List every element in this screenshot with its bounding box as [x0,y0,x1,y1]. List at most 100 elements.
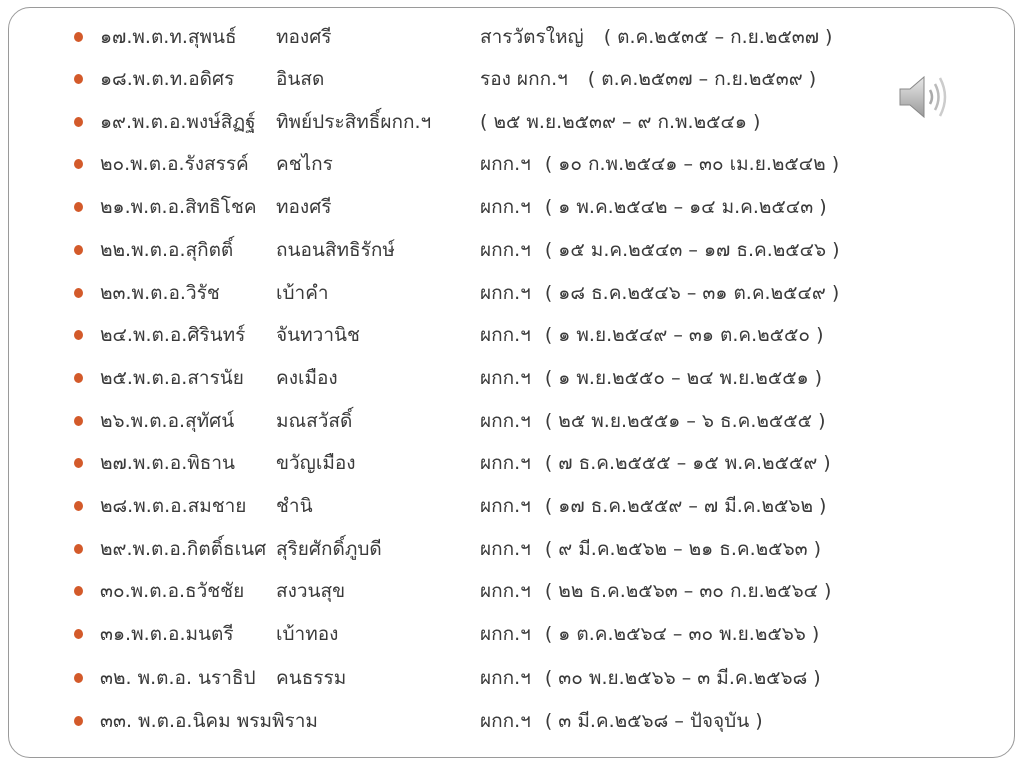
position-term: ผกก.ฯ ( ๑ พ.ค.๒๕๔๒ – ๑๔ ม.ค.๒๕๔๓ ) [480,192,827,222]
position-term: ผกก.ฯ ( ๙ มี.ค.๒๕๖๒ – ๒๑ ธ.ค.๒๕๖๓ ) [480,534,821,564]
commander-surname: สงวนสุข [276,580,346,602]
bullet-icon [74,544,83,554]
term-dates: ( ๑ พ.ค.๒๕๔๒ – ๑๔ ม.ค.๒๕๔๓ ) [544,196,827,218]
term-dates: ( ๙ มี.ค.๒๕๖๒ – ๒๑ ธ.ค.๒๕๖๓ ) [544,538,822,560]
list-item: ๒๐.พ.ต.อ.รังสรรค์ คชไกร ผกก.ฯ ( ๑๐ ก.พ.๒๕๔๑… [70,149,870,179]
commander-name: ๒๐.พ.ต.อ.รังสรรค์ [100,153,249,175]
commander-name: ๑๙.พ.ต.อ.พงษ์สิฏฐ์ [100,111,256,133]
position-term: ผกก.ฯ ( ๑ พ.ย.๒๕๕๐ – ๒๔ พ.ย.๒๕๕๑ ) [480,363,822,393]
commander-name: ๑๗.พ.ต.ท.สุพนธ์ [100,26,237,48]
commander-surname: ชำนิ [276,495,313,517]
commander-surname: คนธรรม [276,667,347,689]
position-term: สารวัตรใหญ่ ( ต.ค.๒๕๓๕ – ก.ย.๒๕๓๗ ) [480,22,832,52]
term-dates: ( ๑๐ ก.พ.๒๕๔๑ – ๓๐ เม.ย.๒๕๔๒ ) [544,153,840,175]
position: รอง ผกก.ฯ [480,68,568,90]
bullet-icon [74,416,83,426]
position-term: ผกก.ฯ ( ๑๗ ธ.ค.๒๕๕๙ – ๗ มี.ค.๒๕๖๒ ) [480,491,826,521]
list-item: ๑๘.พ.ต.ท.อดิศร อินสด รอง ผกก.ฯ ( ต.ค.๒๕๓๗ –… [70,64,870,94]
speaker-audio-icon[interactable] [896,72,952,122]
list-item: ๑๗.พ.ต.ท.สุพนธ์ ทองศรี สารวัตรใหญ่ ( ต.ค.๒๕… [70,22,870,52]
commander-name: ๓๒. พ.ต.อ. นราธิป [100,667,256,689]
bullet-icon [74,458,83,468]
term-dates: ( ๒๕ พ.ย.๒๕๓๙ – ๙ ก.พ.๒๕๔๑ ) [480,111,761,133]
position: ผกก.ฯ [480,282,531,304]
position: ผกก.ฯ [480,580,531,602]
bullet-icon [74,330,83,340]
position-term: รอง ผกก.ฯ ( ต.ค.๒๕๓๗ – ก.ย.๒๕๓๙ ) [480,64,816,94]
bullet-icon [74,74,83,84]
term-dates: ( ๑๘ ธ.ค.๒๕๔๖ – ๓๑ ต.ค.๒๕๔๙ ) [544,282,840,304]
commander-surname: เบ้าคำ [276,282,329,304]
position: ผกก.ฯ [480,153,531,175]
commander-surname: ทิพย์ประสิทธิ์ผกก.ฯ [276,111,432,133]
term-dates: ( ๒๕ พ.ย.๒๕๕๑ – ๖ ธ.ค.๒๕๕๕ ) [544,410,826,432]
bullet-icon [74,501,83,511]
list-item: ๓๐.พ.ต.อ.ธวัชชัย สงวนสุข ผกก.ฯ ( ๒๒ ธ.ค.๒๕๖… [70,576,870,606]
position: ผกก.ฯ [480,623,531,645]
bullet-icon [74,159,83,169]
term-dates: ( ๗ ธ.ค.๒๕๕๕ – ๑๕ พ.ค.๒๕๕๙ ) [544,452,831,474]
commander-surname: คงเมือง [276,367,338,389]
position: สารวัตรใหญ่ [480,26,584,48]
commander-surname: มณสวัสดิ์ [276,410,353,432]
position-term: ( ๒๕ พ.ย.๒๕๓๙ – ๙ ก.พ.๒๕๔๑ ) [480,107,760,137]
commander-surname: เบ้าทอง [276,623,339,645]
list-item: ๒๗.พ.ต.อ.พิธาน ขวัญเมือง ผกก.ฯ ( ๗ ธ.ค.๒๕๕๕… [70,448,870,478]
commander-surname: อินสด [276,68,325,90]
term-dates: ( ๒๒ ธ.ค.๒๕๖๓ – ๓๐ ก.ย.๒๕๖๔ ) [544,580,832,602]
position-term: ผกก.ฯ ( ๓๐ พ.ย.๒๕๖๖ – ๓ มี.ค.๒๕๖๘ ) [480,663,821,693]
position: ผกก.ฯ [480,710,531,732]
commander-name: ๓๓. พ.ต.อ.นิคม พรมพิราม [100,710,318,732]
term-dates: ( ๑๗ ธ.ค.๒๕๕๙ – ๗ มี.ค.๒๕๖๒ ) [544,495,827,517]
position-term: ผกก.ฯ ( ๑๕ ม.ค.๒๕๔๓ – ๑๗ ธ.ค.๒๕๔๖ ) [480,235,840,265]
position: ผกก.ฯ [480,495,531,517]
commander-surname: สุริยศักดิ์ภูบดี [276,538,382,560]
bullet-icon [74,202,83,212]
commander-name: ๒๖.พ.ต.อ.สุทัศน์ [100,410,235,432]
list-item: ๒๖.พ.ต.อ.สุทัศน์ มณสวัสดิ์ ผกก.ฯ ( ๒๕ พ.ย.๒… [70,406,870,436]
list-item: ๒๓.พ.ต.อ.วิรัช เบ้าคำ ผกก.ฯ ( ๑๘ ธ.ค.๒๕๔๖ –… [70,278,870,308]
list-item: ๑๙.พ.ต.อ.พงษ์สิฏฐ์ ทิพย์ประสิทธิ์ผกก.ฯ ( ๒… [70,107,870,137]
position: ผกก.ฯ [480,452,531,474]
slide-frame [8,7,1015,758]
list-item: ๒๕.พ.ต.อ.สารนัย คงเมือง ผกก.ฯ ( ๑ พ.ย.๒๕๕๐ … [70,363,870,393]
commander-name: ๒๓.พ.ต.อ.วิรัช [100,282,220,304]
commander-name: ๒๗.พ.ต.อ.พิธาน [100,452,236,474]
bullet-icon [74,32,83,42]
term-dates: ( ๑๕ ม.ค.๒๕๔๓ – ๑๗ ธ.ค.๒๕๔๖ ) [544,239,840,261]
commander-name: ๓๑.พ.ต.อ.มนตรี [100,623,234,645]
list-item: ๒๑.พ.ต.อ.สิทธิโชค ทองศรี ผกก.ฯ ( ๑ พ.ค.๒๕๔๒… [70,192,870,222]
bullet-icon [74,117,83,127]
bullet-icon [74,288,83,298]
bullet-icon [74,716,83,726]
commander-name: ๑๘.พ.ต.ท.อดิศร [100,68,235,90]
commander-name: ๒๔.พ.ต.อ.ศิรินทร์ [100,324,246,346]
position-term: ผกก.ฯ ( ๑๐ ก.พ.๒๕๔๑ – ๓๐ เม.ย.๒๕๔๒ ) [480,149,839,179]
commander-surname: ทองศรี [276,196,332,218]
bullet-icon [74,629,83,639]
position-term: ผกก.ฯ ( ๑๘ ธ.ค.๒๕๔๖ – ๓๑ ต.ค.๒๕๔๙ ) [480,278,839,308]
list-item: ๒๒.พ.ต.อ.สุกิตติ์ ถนอนสิทธิรักษ์ ผกก.ฯ ( ๑๕… [70,235,870,265]
position: ผกก.ฯ [480,538,531,560]
position: ผกก.ฯ [480,196,531,218]
term-dates: ( ๑ พ.ย.๒๕๕๐ – ๒๔ พ.ย.๒๕๕๑ ) [544,367,823,389]
term-dates: ( ๓ มี.ค.๒๕๖๘ – ปัจจุบัน ) [544,710,763,732]
commander-surname: ขวัญเมือง [276,452,356,474]
commander-surname: ถนอนสิทธิรักษ์ [276,239,395,261]
term-dates: ( ต.ค.๒๕๓๗ – ก.ย.๒๕๓๙ ) [587,68,817,90]
position-term: ผกก.ฯ ( ๗ ธ.ค.๒๕๕๕ – ๑๕ พ.ค.๒๕๕๙ ) [480,448,831,478]
list-item: ๒๔.พ.ต.อ.ศิรินทร์ จันทวานิช ผกก.ฯ ( ๑ พ.ย.๒… [70,320,870,350]
commander-surname: จันทวานิช [276,324,360,346]
position-term: ผกก.ฯ ( ๑ พ.ย.๒๕๔๙ – ๓๑ ต.ค.๒๕๕๐ ) [480,320,823,350]
bullet-icon [74,245,83,255]
commander-name: ๒๕.พ.ต.อ.สารนัย [100,367,244,389]
commander-surname: คชไกร [276,153,333,175]
list-item: ๓๑.พ.ต.อ.มนตรี เบ้าทอง ผกก.ฯ ( ๑ ต.ค.๒๕๖๔ –… [70,619,870,649]
position-term: ผกก.ฯ ( ๑ ต.ค.๒๕๖๔ – ๓๐ พ.ย.๒๕๖๖ ) [480,619,819,649]
position: ผกก.ฯ [480,239,531,261]
commander-name: ๓๐.พ.ต.อ.ธวัชชัย [100,580,245,602]
term-dates: ( ๑ พ.ย.๒๕๔๙ – ๓๑ ต.ค.๒๕๕๐ ) [544,324,824,346]
position: ผกก.ฯ [480,410,531,432]
list-item: ๓๓. พ.ต.อ.นิคม พรมพิราม ผกก.ฯ ( ๓ มี.ค.๒๕๖… [70,706,870,736]
commander-name: ๒๑.พ.ต.อ.สิทธิโชค [100,196,257,218]
